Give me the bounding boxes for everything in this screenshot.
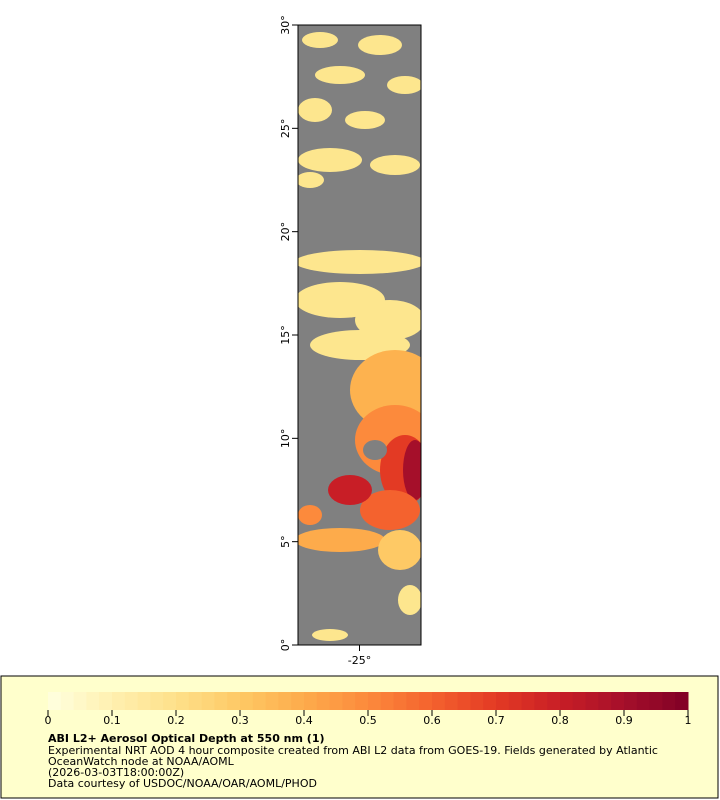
colorbar-cell bbox=[99, 692, 113, 710]
lat-tick-label: 15° bbox=[279, 325, 292, 345]
colorbar-cell bbox=[227, 692, 241, 710]
colorbar-cell bbox=[572, 692, 587, 710]
colorbar-cell bbox=[316, 692, 331, 710]
colorbar-tick-label: 1 bbox=[685, 714, 692, 727]
colorbar-tick-label: 0.4 bbox=[295, 714, 313, 727]
colorbar-cell bbox=[368, 692, 382, 710]
colorbar-tick-label: 0 bbox=[45, 714, 52, 727]
colorbar-cell bbox=[188, 692, 203, 710]
colorbar-cell bbox=[521, 692, 535, 710]
lat-tick-label: 20° bbox=[279, 222, 292, 242]
colorbar-tick-label: 0.2 bbox=[167, 714, 185, 727]
legend-note: Data courtesy of USDOC/NOAA/OAR/AOML/PHO… bbox=[48, 777, 317, 790]
colorbar-cell bbox=[86, 692, 100, 710]
colorbar-cell bbox=[675, 692, 689, 710]
colorbar-cell bbox=[547, 692, 561, 710]
colorbar-cell bbox=[406, 692, 420, 710]
colorbar-cell bbox=[60, 692, 75, 710]
colorbar-cell bbox=[342, 692, 356, 710]
lat-tick-label: 0° bbox=[279, 639, 292, 652]
colorbar-cell bbox=[534, 692, 548, 710]
colorbar-cell bbox=[649, 692, 663, 710]
colorbar-cell bbox=[48, 692, 62, 710]
lat-tick-label: 10° bbox=[279, 429, 292, 449]
colorbar-tick-label: 0.7 bbox=[487, 714, 505, 727]
colorbar-tick-label: 0.1 bbox=[103, 714, 121, 727]
colorbar-cell bbox=[636, 692, 651, 710]
colorbar-cell bbox=[662, 692, 676, 710]
colorbar-cell bbox=[470, 692, 484, 710]
colorbar-cell bbox=[585, 692, 599, 710]
colorbar-cell bbox=[444, 692, 459, 710]
colorbar-cell bbox=[150, 692, 164, 710]
colorbar-cell bbox=[380, 692, 395, 710]
colorbar-tick-label: 0.5 bbox=[359, 714, 377, 727]
colorbar-cell bbox=[176, 692, 190, 710]
colorbar-cell bbox=[278, 692, 292, 710]
colorbar-cell bbox=[483, 692, 497, 710]
colorbar-cell bbox=[457, 692, 471, 710]
legend-title: ABI L2+ Aerosol Optical Depth at 550 nm … bbox=[48, 732, 325, 745]
colorbar-cell bbox=[201, 692, 215, 710]
colorbar-cell bbox=[598, 692, 612, 710]
colorbar-cell bbox=[112, 692, 126, 710]
colorbar-cell bbox=[508, 692, 523, 710]
colorbar-cell bbox=[304, 692, 318, 710]
legend-note: Experimental NRT AOD 4 hour composite cr… bbox=[48, 744, 658, 757]
colorbar-tick-label: 0.9 bbox=[615, 714, 633, 727]
colorbar-cell bbox=[624, 692, 638, 710]
colorbar-cell bbox=[214, 692, 228, 710]
legend-note: OceanWatch node at NOAA/AOML bbox=[48, 755, 235, 768]
lat-tick-label: 25° bbox=[279, 119, 292, 139]
colorbar-cell bbox=[137, 692, 151, 710]
colorbar-cell bbox=[73, 692, 87, 710]
colorbar-tick-label: 0.6 bbox=[423, 714, 441, 727]
colorbar-cell bbox=[265, 692, 279, 710]
colorbar-cell bbox=[496, 692, 510, 710]
lat-tick-label: 5° bbox=[279, 535, 292, 548]
colorbar-cell bbox=[432, 692, 446, 710]
lon-tick-label: -25° bbox=[348, 654, 371, 667]
colorbar-cell bbox=[419, 692, 433, 710]
colorbar-tick-label: 0.3 bbox=[231, 714, 249, 727]
legend-note: (2026-03-03T18:00:00Z) bbox=[48, 766, 184, 779]
colorbar-cell bbox=[240, 692, 254, 710]
colorbar-cell bbox=[329, 692, 343, 710]
lat-tick-label: 30° bbox=[279, 15, 292, 35]
map-image bbox=[298, 25, 421, 645]
colorbar-cell bbox=[560, 692, 574, 710]
colorbar-cell bbox=[611, 692, 625, 710]
colorbar-cell bbox=[252, 692, 267, 710]
colorbar-cell bbox=[163, 692, 177, 710]
colorbar-cell bbox=[124, 692, 139, 710]
colorbar-cell bbox=[291, 692, 305, 710]
colorbar-tick-label: 0.8 bbox=[551, 714, 569, 727]
colorbar-cell bbox=[393, 692, 407, 710]
colorbar-cell bbox=[355, 692, 369, 710]
